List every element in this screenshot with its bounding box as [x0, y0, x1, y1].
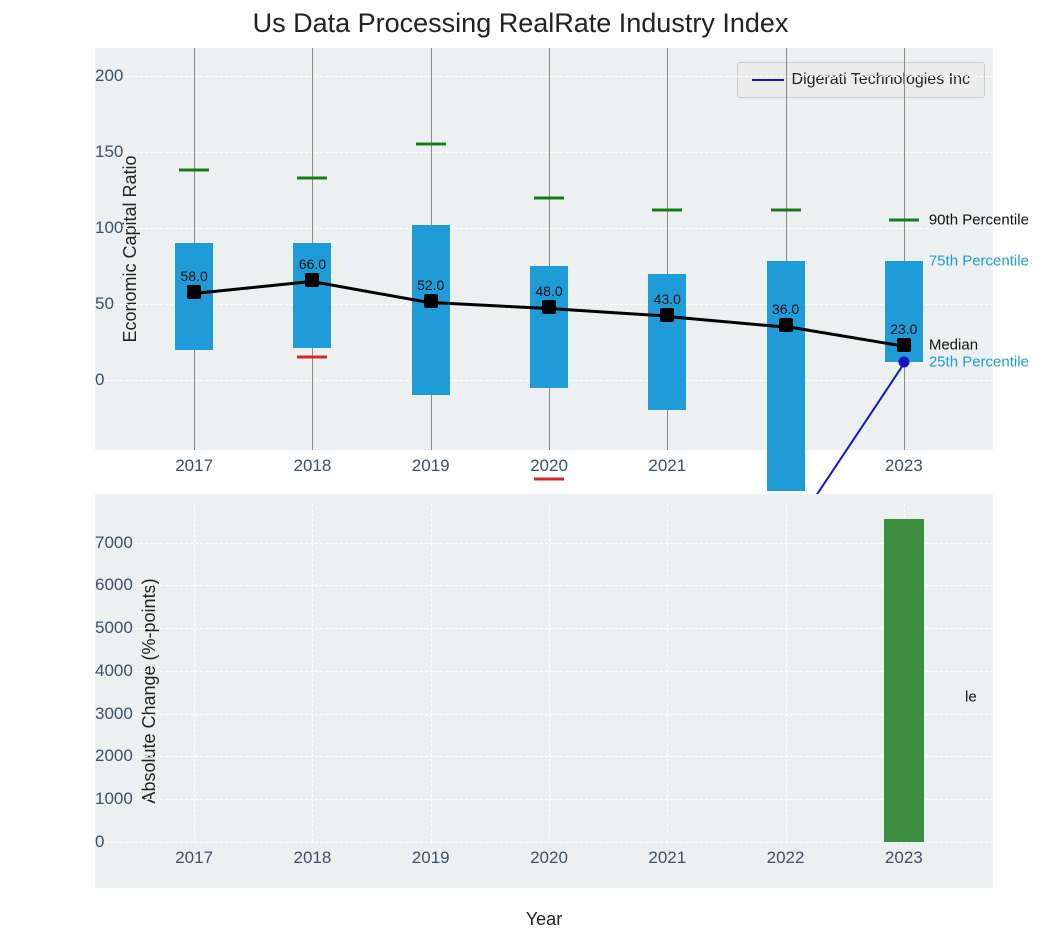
bottom-x-tick-label-2022: 2022 — [767, 842, 805, 868]
bottom-gridline-vertical-2017 — [194, 504, 195, 842]
absolute-change-bar-2023[interactable] — [884, 519, 924, 842]
top-x-tick-label-2017: 2017 — [175, 450, 213, 476]
x-axis-label: Year — [95, 909, 993, 930]
clipped-percentile-label: le — [965, 688, 977, 705]
bottom-y-tick-label-6000: 6000 — [95, 575, 103, 595]
bottom-x-tick-label-2023: 2023 — [885, 842, 923, 868]
median-dot-2022[interactable] — [779, 318, 793, 332]
top-y-tick-label-0: 0 — [95, 370, 103, 390]
annotation-median: Median — [929, 337, 978, 354]
annotation-90th-percentile: 90th Percentile — [929, 212, 1029, 229]
top-y-tick-label-200: 200 — [95, 66, 103, 86]
category-line-2020 — [549, 48, 550, 450]
bottom-y-axis-label: Absolute Change (%-points) — [139, 578, 160, 803]
median-value-label-2019: 52.0 — [417, 277, 444, 293]
digerati-dot-2023[interactable] — [898, 356, 909, 367]
p90-tick-2017[interactable] — [179, 169, 209, 172]
bottom-x-tick-label-2017: 2017 — [175, 842, 213, 868]
iqr-box-2022[interactable] — [767, 261, 805, 491]
bottom-gridline-horizontal — [95, 714, 993, 715]
bottom-gridline-horizontal — [95, 543, 993, 544]
chart-title: Us Data Processing RealRate Industry Ind… — [0, 8, 1041, 39]
median-value-label-2018: 66.0 — [299, 256, 326, 272]
median-value-label-2022: 36.0 — [772, 301, 799, 317]
bottom-gridline-vertical-2021 — [667, 504, 668, 842]
bottom-gridline-vertical-2019 — [431, 504, 432, 842]
bottom-gridline-horizontal — [95, 628, 993, 629]
median-dot-2021[interactable] — [660, 308, 674, 322]
iqr-box-2019[interactable] — [412, 225, 450, 395]
bottom-gridline-horizontal — [95, 799, 993, 800]
outlier-low-tick-2020[interactable] — [534, 477, 564, 480]
median-value-label-2017: 58.0 — [181, 268, 208, 284]
bottom-x-tick-label-2019: 2019 — [412, 842, 450, 868]
bottom-y-tick-label-1000: 1000 — [95, 789, 103, 809]
bottom-gridline-horizontal — [95, 585, 993, 586]
p90-tick-2019[interactable] — [416, 143, 446, 146]
median-value-label-2020: 48.0 — [535, 283, 562, 299]
bottom-y-tick-label-2000: 2000 — [95, 746, 103, 766]
median-dot-2023[interactable] — [897, 338, 911, 352]
top-y-tick-label-100: 100 — [95, 218, 103, 238]
bottom-x-tick-label-2021: 2021 — [648, 842, 686, 868]
legend-box: Digerati Technologies Inc — [737, 62, 985, 98]
bottom-gridline-horizontal — [95, 671, 993, 672]
bottom-y-tick-label-0: 0 — [95, 832, 103, 852]
top-y-axis-label: Economic Capital Ratio — [120, 155, 141, 342]
bottom-x-tick-label-2018: 2018 — [294, 842, 332, 868]
top-y-tick-label-50: 50 — [95, 294, 103, 314]
legend-line-swatch — [752, 79, 784, 81]
median-value-label-2023: 23.0 — [890, 321, 917, 337]
median-dot-2020[interactable] — [542, 300, 556, 314]
top-x-tick-label-2018: 2018 — [294, 450, 332, 476]
p90-tick-2022[interactable] — [771, 208, 801, 211]
p90-tick-2023[interactable] — [889, 219, 919, 222]
annotation-25th-percentile: 25th Percentile — [929, 353, 1029, 370]
top-panel: Economic Capital Ratio Digerati Technolo… — [95, 48, 993, 450]
outlier-low-tick-2018[interactable] — [297, 356, 327, 359]
top-x-tick-label-2023: 2023 — [885, 450, 923, 476]
median-value-label-2021: 43.0 — [654, 291, 681, 307]
bottom-x-tick-label-2020: 2020 — [530, 842, 568, 868]
annotation-75th-percentile: 75th Percentile — [929, 253, 1029, 270]
median-dot-2019[interactable] — [424, 294, 438, 308]
bottom-y-tick-label-3000: 3000 — [95, 704, 103, 724]
bottom-gridline-horizontal — [95, 756, 993, 757]
median-dot-2018[interactable] — [305, 273, 319, 287]
legend-label: Digerati Technologies Inc — [792, 71, 970, 89]
gridline-horizontal — [95, 152, 993, 153]
bottom-y-tick-label-4000: 4000 — [95, 661, 103, 681]
top-x-tick-label-2019: 2019 — [412, 450, 450, 476]
gridline-horizontal — [95, 228, 993, 229]
category-line-2023 — [904, 48, 905, 450]
bottom-y-tick-label-5000: 5000 — [95, 618, 103, 638]
bottom-gridline-vertical-2020 — [549, 504, 550, 842]
bottom-gridline-vertical-2022 — [786, 504, 787, 842]
p90-tick-2020[interactable] — [534, 196, 564, 199]
bottom-y-tick-label-7000: 7000 — [95, 533, 103, 553]
p90-tick-2021[interactable] — [652, 208, 682, 211]
gridline-horizontal — [95, 76, 993, 77]
median-dot-2017[interactable] — [187, 285, 201, 299]
bottom-gridline-vertical-2018 — [312, 504, 313, 842]
bottom-panel: Absolute Change (%-points) 0 1000 2000 3000… — [95, 494, 993, 888]
p90-tick-2018[interactable] — [297, 176, 327, 179]
top-x-tick-label-2021: 2021 — [648, 450, 686, 476]
chart-root: Us Data Processing RealRate Industry Ind… — [0, 0, 1041, 942]
top-x-tick-label-2020: 2020 — [530, 450, 568, 476]
top-y-tick-label-150: 150 — [95, 142, 103, 162]
